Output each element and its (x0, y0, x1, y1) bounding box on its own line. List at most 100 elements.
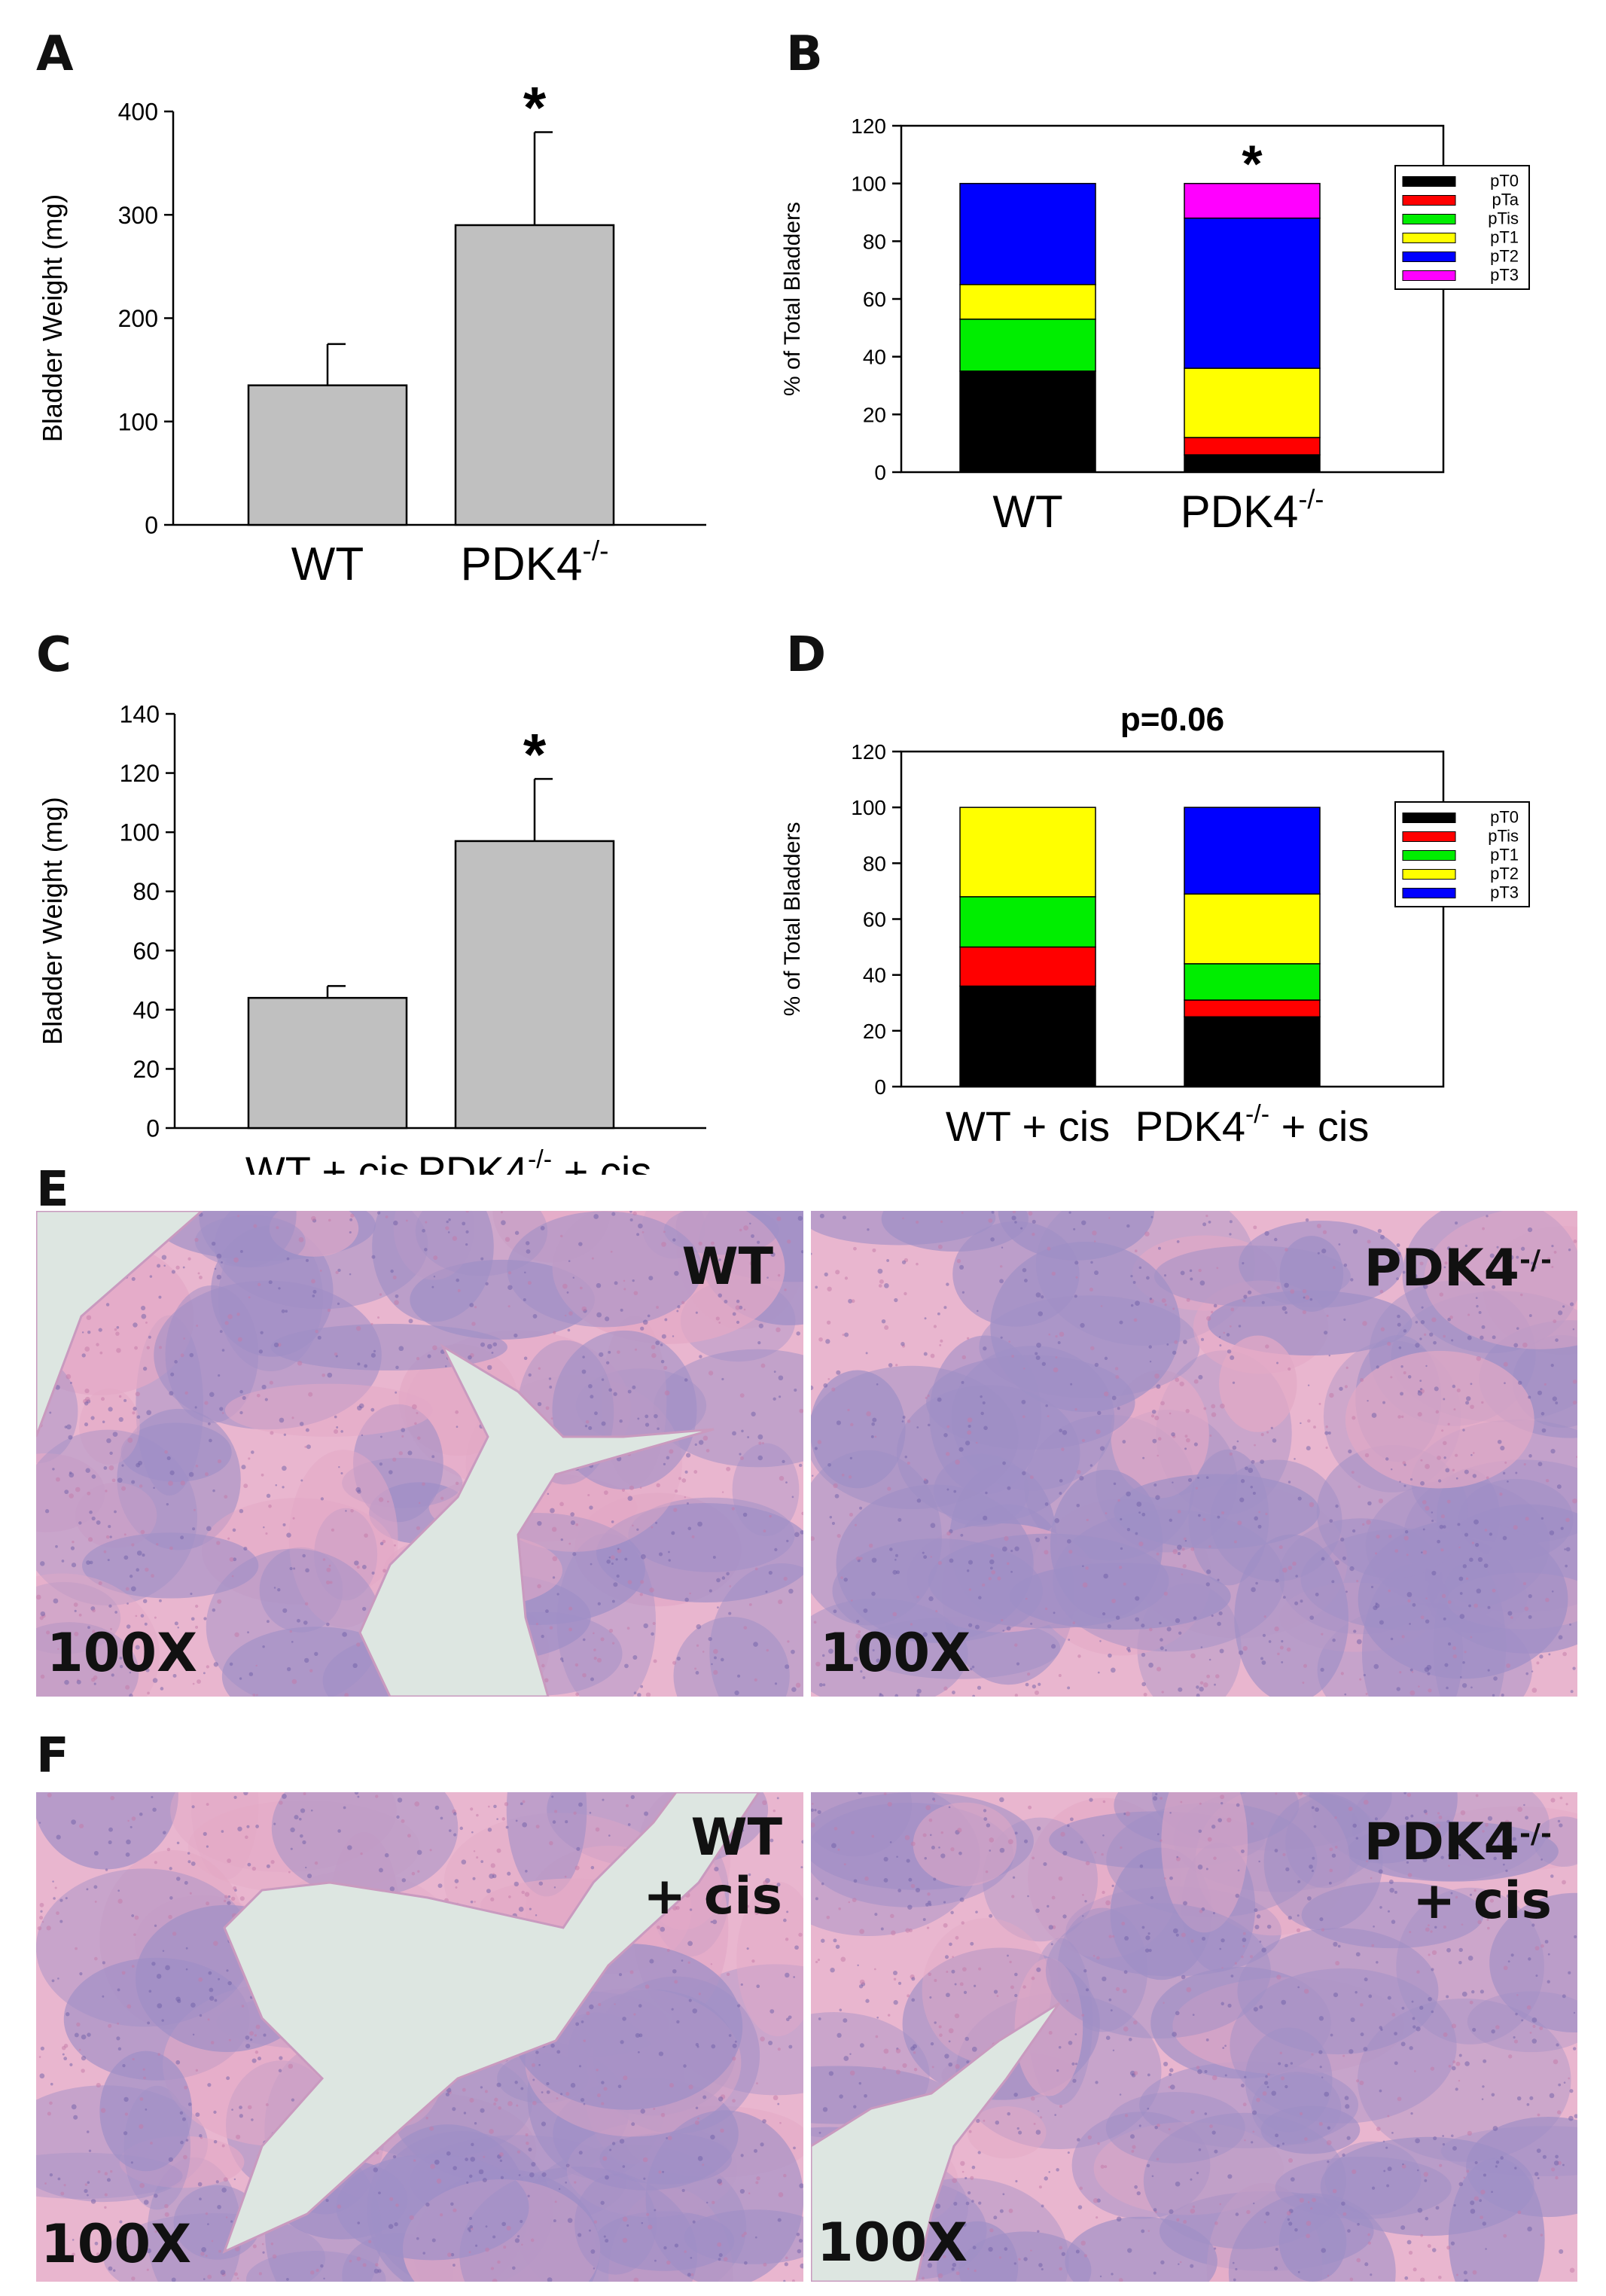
cell-nucleus (575, 2022, 580, 2026)
cell-nucleus (1359, 1678, 1362, 1681)
cell-nucleus (989, 1849, 992, 1852)
cell-nucleus (661, 1242, 666, 1247)
cell-nucleus (692, 2220, 696, 2224)
cell-nucleus (195, 1625, 199, 1629)
cell-nucleus (1544, 1834, 1550, 1839)
cell-nucleus (951, 1969, 955, 1974)
cell-nucleus (1299, 2197, 1304, 2203)
cell-nucleus (179, 2111, 184, 2115)
cell-nucleus (1296, 1928, 1301, 1932)
cell-nucleus (1211, 1614, 1214, 1618)
cell-nucleus (1355, 1952, 1361, 1957)
cell-nucleus (1044, 2176, 1048, 2181)
cell-nucleus (468, 2174, 473, 2179)
cell-nucleus (1435, 1410, 1440, 1414)
chart-d-bar-segment (959, 806, 1096, 898)
cell-nucleus (190, 1592, 193, 1596)
cell-nucleus (570, 1520, 576, 1526)
cell-nucleus (213, 1941, 218, 1946)
cell-nucleus (675, 1906, 680, 1910)
cell-nucleus (1411, 1670, 1414, 1673)
cell-nucleus (1214, 2149, 1218, 2154)
cell-nucleus (1487, 1926, 1490, 1930)
cell-nucleus (124, 2112, 129, 2116)
cell-nucleus (373, 2268, 379, 2274)
cell-nucleus (778, 2192, 784, 2197)
cell-nucleus (56, 1477, 60, 1482)
cell-nucleus (645, 1984, 650, 1990)
cell-nucleus (608, 1628, 614, 1633)
cell-nucleus (702, 1651, 705, 1653)
cell-nucleus (1184, 1447, 1187, 1450)
cell-nucleus (169, 1391, 174, 1396)
cell-nucleus (142, 1366, 148, 1371)
cell-nucleus (1251, 1459, 1255, 1464)
cell-nucleus (499, 2159, 503, 2163)
chart-d-legend-label: pT2 (1490, 864, 1519, 883)
cell-nucleus (575, 1692, 579, 1697)
cell-nucleus (637, 1417, 640, 1420)
cell-nucleus (1281, 2142, 1284, 2145)
cell-nucleus (640, 1685, 644, 1688)
cell-nucleus (1422, 1284, 1428, 1289)
cell-nucleus (1155, 1495, 1160, 1500)
cell-nucleus (1447, 1317, 1451, 1322)
cell-nucleus (754, 1567, 758, 1571)
cell-nucleus (939, 2033, 943, 2037)
cell-nucleus (713, 1656, 717, 1660)
cell-nucleus (206, 1526, 212, 1532)
cell-nucleus (1436, 1915, 1439, 1918)
cell-nucleus (64, 1679, 69, 1685)
cell-nucleus (209, 1392, 215, 1398)
cell-nucleus (1458, 2054, 1462, 2057)
micrograph-f-right-line2: + cis (1412, 1871, 1552, 1932)
cell-nucleus (1340, 1672, 1344, 1676)
cell-nucleus (354, 1560, 359, 1566)
cell-nucleus (1309, 1297, 1313, 1301)
cell-nucleus (217, 1459, 222, 1464)
cell-nucleus (382, 1539, 386, 1544)
cell-nucleus (1094, 1362, 1099, 1368)
cell-nucleus (1555, 2176, 1559, 2180)
cell-nucleus (1337, 1944, 1341, 1948)
cell-nucleus (1253, 1225, 1257, 1230)
cell-nucleus (134, 1915, 139, 1920)
cell-nucleus (1165, 1649, 1167, 1651)
cell-nucleus (787, 1640, 790, 1643)
cell-nucleus (866, 1411, 871, 1416)
cell-nucleus (93, 1850, 99, 1855)
cell-nucleus (489, 1874, 495, 1879)
cell-nucleus (208, 1422, 211, 1425)
cell-nucleus (1260, 1459, 1265, 1465)
cell-nucleus (183, 1337, 185, 1340)
cell-nucleus (1423, 1333, 1427, 1337)
cell-nucleus (1138, 2124, 1141, 2127)
cell-nucleus (890, 1913, 894, 1919)
cell-nucleus (1074, 1261, 1079, 1265)
cell-nucleus (1410, 2112, 1413, 2115)
cell-nucleus (1431, 1520, 1434, 1523)
cell-nucleus (653, 2108, 656, 2110)
cell-nucleus (1502, 1535, 1507, 1541)
cell-nucleus (188, 1471, 194, 1477)
cell-nucleus (611, 1520, 614, 1523)
cell-nucleus (1297, 1914, 1300, 1917)
cell-nucleus (948, 2062, 953, 2067)
cell-nucleus (940, 1635, 943, 1638)
cell-nucleus (629, 1218, 633, 1222)
cell-nucleus (1573, 1239, 1577, 1243)
cell-nucleus (1378, 1869, 1383, 1874)
cell-nucleus (1435, 2206, 1440, 2210)
cell-nucleus (733, 1846, 739, 1852)
cell-nucleus (320, 2264, 324, 2268)
cell-nucleus (776, 1797, 779, 1800)
cell-nucleus (690, 2273, 694, 2276)
cell-nucleus (1196, 2172, 1199, 2175)
cell-nucleus (982, 1583, 986, 1587)
cell-nucleus (590, 1395, 594, 1399)
cell-nucleus (1130, 1275, 1133, 1278)
cell-nucleus (1450, 1892, 1453, 1895)
cell-nucleus (405, 1219, 408, 1222)
cell-nucleus (209, 1438, 212, 1443)
cell-nucleus (535, 1825, 540, 1829)
